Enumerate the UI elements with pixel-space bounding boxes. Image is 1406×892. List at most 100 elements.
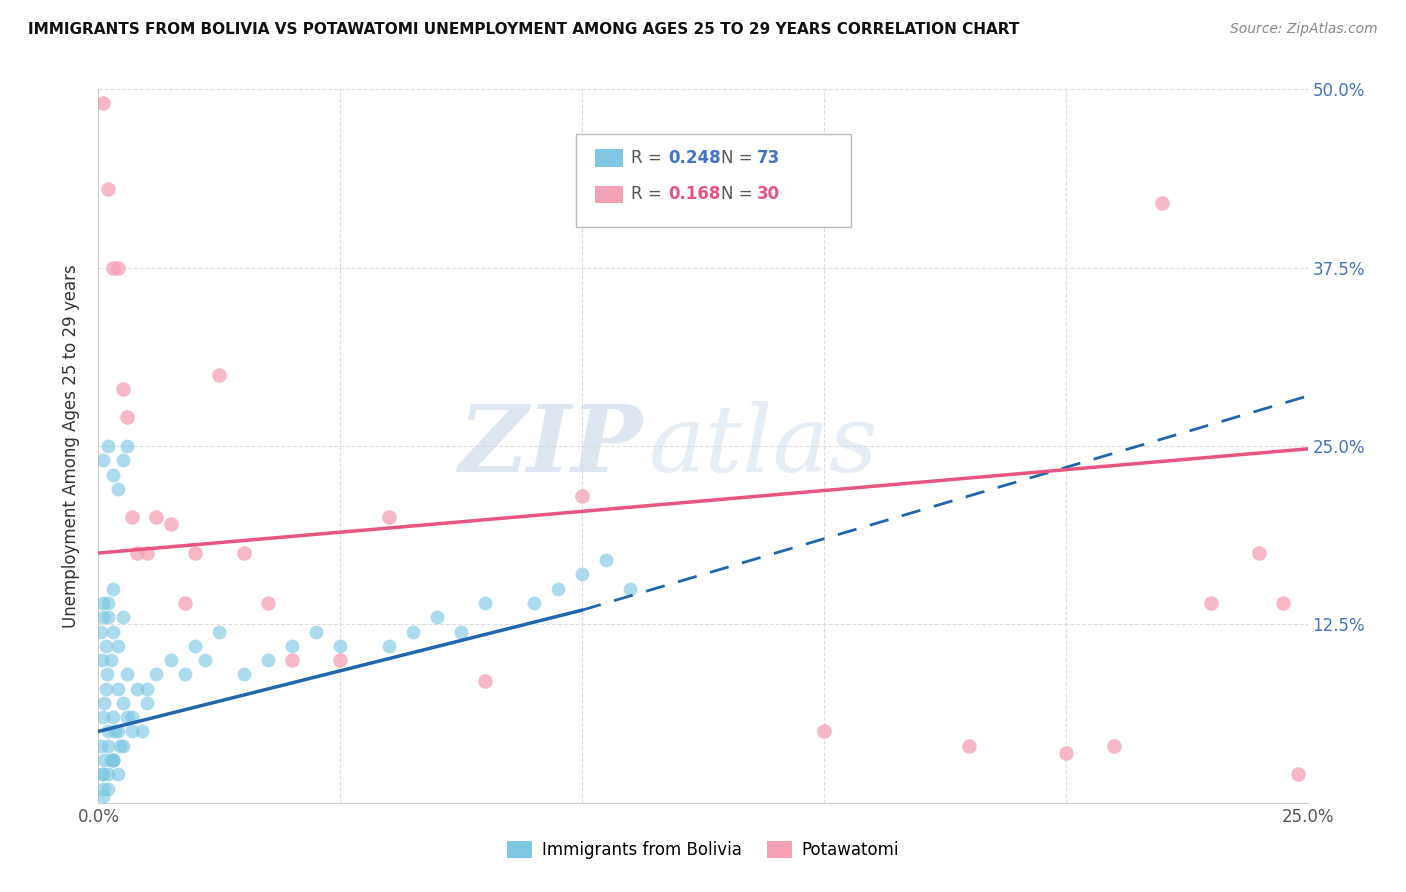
Point bbox=[107, 681, 129, 696]
Point bbox=[90, 624, 112, 639]
Point bbox=[101, 624, 124, 639]
Point bbox=[100, 653, 122, 667]
Point bbox=[91, 781, 114, 796]
Point bbox=[523, 596, 546, 610]
Point bbox=[595, 553, 617, 567]
Point bbox=[94, 681, 117, 696]
Point bbox=[111, 610, 134, 624]
Point bbox=[813, 724, 835, 739]
Point bbox=[184, 546, 207, 560]
Point bbox=[1152, 196, 1174, 211]
Text: 73: 73 bbox=[756, 149, 780, 167]
Point bbox=[121, 510, 143, 524]
Point bbox=[111, 382, 134, 396]
Point bbox=[101, 467, 124, 482]
Point bbox=[1054, 746, 1077, 760]
Point bbox=[957, 739, 980, 753]
Point bbox=[101, 582, 124, 596]
Point bbox=[101, 710, 124, 724]
Point bbox=[107, 724, 129, 739]
Point bbox=[281, 639, 304, 653]
Point bbox=[107, 767, 129, 781]
Point bbox=[121, 710, 143, 724]
Point bbox=[90, 739, 112, 753]
Point bbox=[94, 639, 117, 653]
Point bbox=[91, 653, 114, 667]
Point bbox=[426, 610, 449, 624]
Point bbox=[160, 517, 183, 532]
Point bbox=[117, 667, 139, 681]
Point bbox=[547, 582, 569, 596]
Point bbox=[305, 624, 328, 639]
Point bbox=[97, 781, 120, 796]
Point bbox=[160, 653, 183, 667]
Point bbox=[145, 510, 167, 524]
Point bbox=[100, 753, 122, 767]
Y-axis label: Unemployment Among Ages 25 to 29 years: Unemployment Among Ages 25 to 29 years bbox=[62, 264, 80, 628]
Point bbox=[256, 596, 278, 610]
Point bbox=[127, 546, 149, 560]
Point bbox=[402, 624, 425, 639]
Point bbox=[97, 182, 120, 196]
Point bbox=[111, 739, 134, 753]
Point bbox=[93, 696, 115, 710]
Point bbox=[571, 567, 593, 582]
Text: 30: 30 bbox=[756, 186, 779, 203]
Point bbox=[101, 753, 124, 767]
Point bbox=[91, 453, 114, 467]
Point bbox=[97, 724, 120, 739]
Point bbox=[619, 582, 641, 596]
Point bbox=[208, 368, 231, 382]
Point bbox=[1199, 596, 1222, 610]
Point bbox=[108, 739, 131, 753]
Point bbox=[91, 767, 114, 781]
Text: N =: N = bbox=[721, 149, 758, 167]
Point bbox=[91, 789, 114, 803]
Point bbox=[131, 724, 153, 739]
Point bbox=[117, 410, 139, 425]
Point bbox=[107, 260, 129, 275]
Point bbox=[377, 639, 399, 653]
Point bbox=[97, 610, 120, 624]
Point bbox=[329, 653, 352, 667]
Point bbox=[117, 710, 139, 724]
Point bbox=[101, 260, 124, 275]
Point bbox=[101, 753, 124, 767]
Point bbox=[135, 546, 157, 560]
Point bbox=[93, 753, 115, 767]
Point bbox=[1286, 767, 1309, 781]
Point bbox=[107, 639, 129, 653]
Point bbox=[97, 767, 120, 781]
Text: 0.168: 0.168 bbox=[668, 186, 720, 203]
Point bbox=[450, 624, 472, 639]
Point bbox=[1272, 596, 1295, 610]
Point bbox=[208, 624, 231, 639]
Point bbox=[96, 667, 118, 681]
Text: 0.248: 0.248 bbox=[668, 149, 720, 167]
Point bbox=[1249, 546, 1271, 560]
Point bbox=[174, 596, 197, 610]
Point bbox=[135, 696, 157, 710]
Point bbox=[145, 667, 167, 681]
Point bbox=[184, 639, 207, 653]
Point bbox=[571, 489, 593, 503]
Point bbox=[121, 724, 143, 739]
Point bbox=[1102, 739, 1125, 753]
Point bbox=[474, 674, 496, 689]
Point bbox=[97, 439, 120, 453]
Point bbox=[111, 696, 134, 710]
Point bbox=[377, 510, 399, 524]
Point bbox=[281, 653, 304, 667]
Point bbox=[91, 596, 114, 610]
Point bbox=[474, 596, 496, 610]
Point bbox=[127, 681, 149, 696]
Point bbox=[232, 546, 254, 560]
Point bbox=[232, 667, 254, 681]
Text: R =: R = bbox=[631, 186, 668, 203]
Legend: Immigrants from Bolivia, Potawatomi: Immigrants from Bolivia, Potawatomi bbox=[501, 834, 905, 866]
Point bbox=[111, 453, 134, 467]
Text: atlas: atlas bbox=[648, 401, 879, 491]
Point bbox=[117, 439, 139, 453]
Point bbox=[97, 596, 120, 610]
Text: IMMIGRANTS FROM BOLIVIA VS POTAWATOMI UNEMPLOYMENT AMONG AGES 25 TO 29 YEARS COR: IMMIGRANTS FROM BOLIVIA VS POTAWATOMI UN… bbox=[28, 22, 1019, 37]
